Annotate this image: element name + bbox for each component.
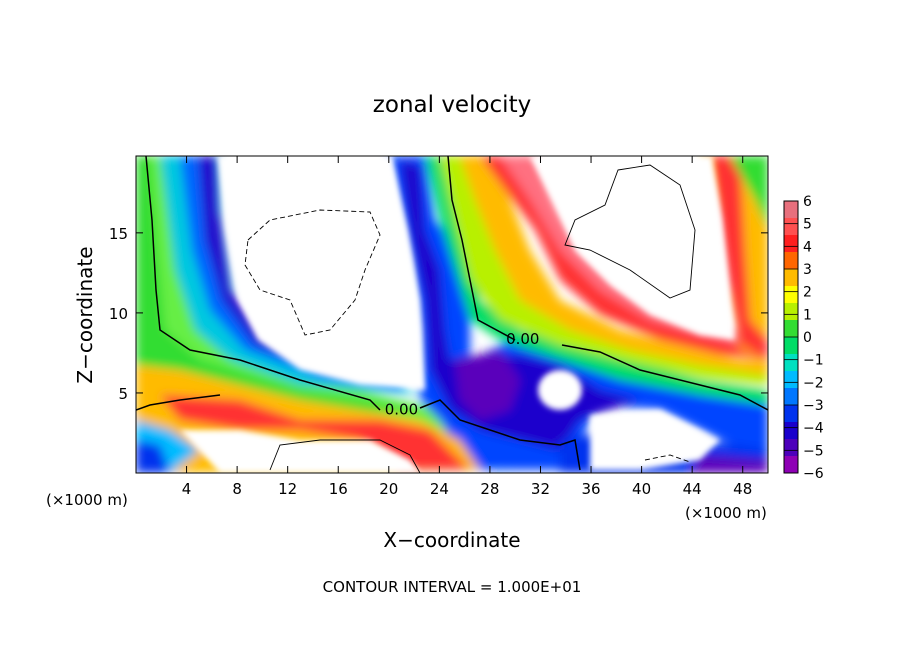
colorbar-label: 2 bbox=[803, 285, 812, 301]
chart-title: zonal velocity bbox=[373, 92, 531, 118]
x-tick-label: 16 bbox=[329, 480, 348, 498]
x-tick-label: 24 bbox=[430, 480, 449, 498]
x-tick-label: 12 bbox=[278, 480, 297, 498]
y-axis: 5 10 15 bbox=[109, 225, 768, 403]
colorbar-label: 6 bbox=[803, 194, 812, 210]
colorbar-label: −1 bbox=[803, 353, 824, 369]
x-tick-label: 40 bbox=[632, 480, 651, 498]
colorbar-swatch bbox=[784, 303, 798, 321]
x-unit-right: (×1000 m) bbox=[685, 504, 767, 522]
colorbar-label: 1 bbox=[803, 307, 812, 323]
colorbar-swatch bbox=[784, 286, 798, 304]
colorbar-label: 3 bbox=[803, 262, 812, 278]
colorbar-swatch bbox=[784, 235, 798, 253]
contour-interval-footer: CONTOUR INTERVAL = 1.000E+01 bbox=[323, 578, 582, 596]
colorbar: 6 5 4 3 2 1 0 −1 −2 −3 −4 −5 −6 bbox=[783, 194, 824, 482]
x-tick-label: 28 bbox=[480, 480, 499, 498]
x-tick-label: 32 bbox=[531, 480, 550, 498]
colorbar-label: −2 bbox=[803, 375, 824, 391]
colorbar-swatch bbox=[784, 422, 798, 440]
y-tick-label: 15 bbox=[109, 225, 128, 243]
x-tick-label: 20 bbox=[379, 480, 398, 498]
y-axis-label: Z−coordinate bbox=[73, 246, 97, 383]
colorbar-swatch bbox=[784, 371, 798, 389]
colorbar-label: 5 bbox=[803, 217, 812, 233]
colorbar-swatch bbox=[784, 388, 798, 406]
y-tick-label: 5 bbox=[118, 385, 128, 403]
colorbar-swatch bbox=[784, 354, 798, 372]
colorbar-swatch bbox=[784, 218, 798, 236]
colorbar-label: −4 bbox=[803, 421, 824, 437]
colorbar-label: −6 bbox=[803, 466, 824, 482]
contour-label: 0.00 bbox=[385, 401, 418, 419]
colorbar-swatch bbox=[784, 201, 798, 219]
plot-frame bbox=[135, 155, 769, 474]
colorbar-label: −5 bbox=[803, 443, 824, 459]
colorbar-swatch bbox=[784, 405, 798, 423]
x-tick-label: 8 bbox=[232, 480, 242, 498]
colorbar-label: 0 bbox=[803, 330, 812, 346]
x-axis: 4 8 12 16 20 24 28 32 36 40 44 48 bbox=[182, 156, 752, 498]
contour-labels: 0.00 0.00 bbox=[385, 330, 540, 419]
colorbar-swatch bbox=[784, 456, 798, 474]
colorbar-swatch bbox=[784, 252, 798, 270]
contour-label: 0.00 bbox=[506, 330, 539, 348]
x-tick-label: 44 bbox=[683, 480, 702, 498]
x-tick-label: 48 bbox=[733, 480, 752, 498]
heatmap-field bbox=[136, 156, 768, 473]
colorbar-swatch bbox=[784, 269, 798, 287]
colorbar-label: −3 bbox=[803, 398, 824, 414]
colorbar-swatch bbox=[784, 337, 798, 355]
x-tick-label: 36 bbox=[581, 480, 600, 498]
x-axis-label: X−coordinate bbox=[383, 528, 520, 552]
colorbar-swatch bbox=[784, 320, 798, 338]
x-tick-label: 4 bbox=[182, 480, 192, 498]
colorbar-swatch bbox=[784, 439, 798, 457]
colorbar-label: 4 bbox=[803, 239, 812, 255]
x-unit-left: (×1000 m) bbox=[46, 491, 128, 509]
y-tick-label: 10 bbox=[109, 305, 128, 323]
